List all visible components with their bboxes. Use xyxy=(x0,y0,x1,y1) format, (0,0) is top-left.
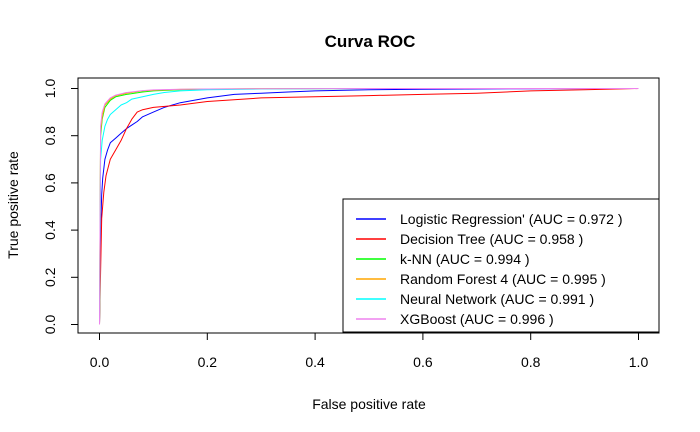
x-tick-label: 0.4 xyxy=(305,354,325,370)
series-line-1 xyxy=(99,88,639,325)
legend-entry-0: Logistic Regression' (AUC = 0.972 ) xyxy=(400,211,623,227)
x-axis: 0.0 0.2 0.4 0.6 0.8 1.0 xyxy=(90,332,649,370)
y-tick-label: 0.0 xyxy=(42,315,58,335)
series-line-0 xyxy=(99,88,639,325)
legend-entry-1: Decision Tree (AUC = 0.958 ) xyxy=(400,231,583,247)
legend-entry-2: k-NN (AUC = 0.994 ) xyxy=(400,251,530,267)
legend-entry-4: Neural Network (AUC = 0.991 ) xyxy=(400,291,594,307)
series-line-5 xyxy=(99,88,639,325)
y-tick-label: 0.2 xyxy=(42,267,58,287)
legend-box xyxy=(342,198,660,333)
legend-entry-5: XGBoost (AUC = 0.996 ) xyxy=(400,311,554,327)
legend: Logistic Regression' (AUC = 0.972 ) Decis… xyxy=(342,198,660,333)
legend-entry-3: Random Forest 4 (AUC = 0.995 ) xyxy=(400,271,606,287)
x-tick-label: 0.6 xyxy=(413,354,433,370)
x-axis-label: False positive rate xyxy=(312,396,426,412)
y-axis-label: True positive rate xyxy=(5,151,21,259)
x-tick-label: 0.2 xyxy=(198,354,218,370)
y-tick-label: 0.8 xyxy=(42,126,58,146)
x-tick-label: 0.8 xyxy=(521,354,541,370)
y-tick-label: 0.4 xyxy=(42,220,58,240)
x-tick-label: 0.0 xyxy=(90,354,110,370)
chart-title: Curva ROC xyxy=(325,32,416,51)
y-tick-label: 0.6 xyxy=(42,173,58,193)
y-tick-label: 1.0 xyxy=(42,79,58,99)
x-tick-label: 1.0 xyxy=(629,354,649,370)
y-axis: 0.0 0.2 0.4 0.6 0.8 1.0 xyxy=(42,79,79,335)
series-layer xyxy=(99,88,639,325)
